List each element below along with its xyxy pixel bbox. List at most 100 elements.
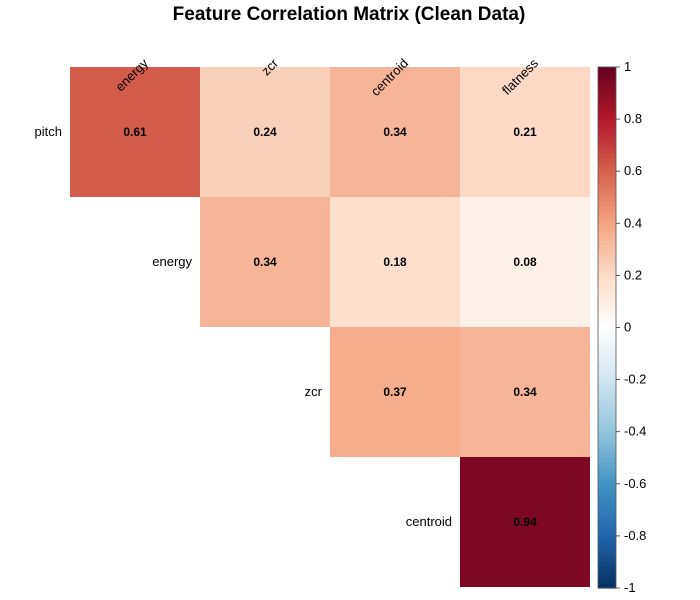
heatmap-cell	[330, 327, 460, 457]
color-bar-segment	[598, 414, 616, 420]
color-bar-segment	[598, 145, 616, 151]
color-bar-segment	[598, 227, 616, 233]
color-bar-tick-label: -0.8	[624, 528, 646, 543]
color-bar-segment	[598, 123, 616, 129]
color-bar-segment	[598, 574, 616, 580]
color-bar-segment	[598, 405, 616, 411]
color-bar-segment	[598, 492, 616, 498]
color-bar-segment	[598, 271, 616, 276]
color-bar-segment	[598, 379, 616, 385]
color-bar-segment	[598, 392, 616, 398]
color-bar-segment	[598, 457, 616, 463]
cell-value-label: 0.21	[513, 125, 537, 139]
color-bar-segment	[598, 110, 616, 116]
cell-value-label: 0.08	[513, 255, 537, 269]
color-bar-segment	[598, 509, 616, 515]
color-bar-segment	[598, 179, 616, 185]
color-bar-segment	[598, 496, 616, 502]
color-bar-segment	[598, 570, 616, 576]
color-bar-segment	[598, 292, 616, 298]
color-bar-segment	[598, 527, 616, 533]
color-bar-segment	[598, 288, 616, 294]
color-bar-segment	[598, 127, 616, 133]
cell-value-label: 0.34	[253, 255, 277, 269]
color-bar-segment	[598, 353, 616, 359]
color-bar-segment	[598, 106, 616, 112]
color-bar-segment	[598, 349, 616, 355]
color-bar-segment	[598, 301, 616, 307]
color-bar-segment	[598, 305, 616, 311]
heatmap-cell	[460, 67, 590, 197]
color-bar-segment	[598, 158, 616, 164]
color-bar-tick-label: 1	[624, 59, 631, 74]
color-bar-segment	[598, 449, 616, 455]
color-bar-segment	[598, 201, 616, 207]
color-bar-segment	[598, 518, 616, 524]
color-bar-segment	[598, 331, 616, 337]
color-bar-segment	[598, 557, 616, 563]
color-bar-segment	[598, 318, 616, 324]
color-bar-segment	[598, 479, 616, 485]
color-bar-segment	[598, 132, 616, 138]
color-bar-tick-label: 0	[624, 320, 631, 335]
color-bar-segment	[598, 579, 616, 585]
color-bar-segment	[598, 483, 616, 489]
color-bar-segment	[598, 370, 616, 376]
color-bar-segment	[598, 266, 616, 272]
color-bar-segment	[598, 531, 616, 537]
cell-value-label: 0.34	[383, 125, 407, 139]
color-bar-segment	[598, 210, 616, 216]
color-bar-segment	[598, 340, 616, 346]
color-bar-segment	[598, 344, 616, 350]
color-bar-segment	[598, 514, 616, 520]
color-bar-segment	[598, 566, 616, 572]
color-bar-segment	[598, 401, 616, 407]
color-bar-segment	[598, 327, 616, 333]
color-bar-segment	[598, 231, 616, 237]
heatmap-cell	[460, 327, 590, 457]
color-bar-segment	[598, 323, 616, 329]
heatmap-cell	[460, 197, 590, 327]
color-bar-segment	[598, 544, 616, 550]
color-bar-segment	[598, 522, 616, 528]
color-bar-segment	[598, 275, 616, 281]
color-bar-segment	[598, 171, 616, 177]
color-bar-segment	[598, 284, 616, 290]
color-bar-segment	[598, 314, 616, 320]
color-bar-segment	[598, 501, 616, 507]
color-bar-segment	[598, 249, 616, 255]
cell-value-label: 0.34	[513, 385, 537, 399]
color-bar-segment	[598, 88, 616, 94]
color-bar-segment	[598, 297, 616, 303]
color-bar-segment	[598, 162, 616, 168]
color-bar-segment	[598, 505, 616, 511]
color-bar-segment	[598, 279, 616, 285]
color-bar-segment	[598, 583, 616, 589]
color-bar-segment	[598, 388, 616, 394]
color-bar-segment	[598, 253, 616, 259]
color-bar-tick-label: 0.2	[624, 267, 642, 282]
color-bar-segment	[598, 240, 616, 246]
color-bar-segment	[598, 462, 616, 468]
heatmap-cell	[460, 457, 590, 587]
color-bar-tick-label: -1	[624, 580, 636, 595]
color-bar-segment	[598, 453, 616, 459]
color-bar-tick-label: 0.8	[624, 111, 642, 126]
color-bar-segment	[598, 175, 616, 181]
color-bar-segment	[598, 553, 616, 559]
color-bar-segment	[598, 97, 616, 103]
color-bar-segment	[598, 431, 616, 437]
color-bar-segment	[598, 114, 616, 120]
color-bar-segment	[598, 535, 616, 541]
color-bar-segment	[598, 236, 616, 242]
color-bar-segment	[598, 218, 616, 224]
cell-value-label: 0.37	[383, 385, 407, 399]
color-bar-segment	[598, 375, 616, 381]
row-label: pitch	[35, 124, 62, 139]
color-bar-segment	[598, 93, 616, 98]
color-bar-segment	[598, 205, 616, 211]
color-bar-segment	[598, 440, 616, 446]
color-bar-segment	[598, 357, 616, 363]
